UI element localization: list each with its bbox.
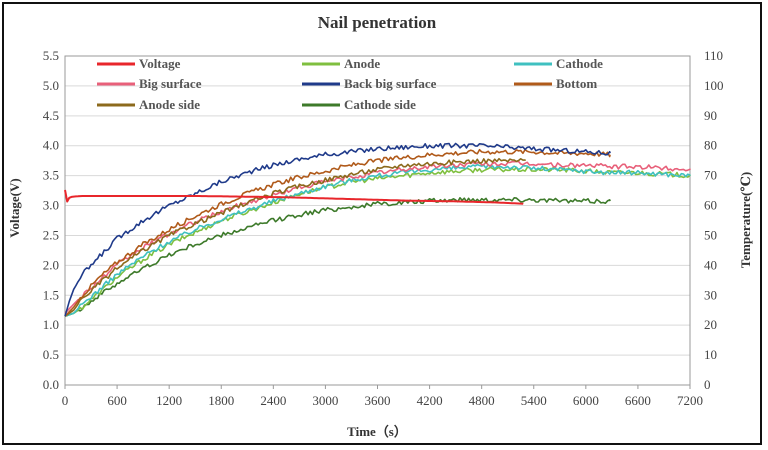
y-left-tick-label: 1.5 [43,287,59,302]
chart-frame [2,2,762,445]
x-tick-label: 4800 [469,393,495,408]
series-line-bottom [64,148,611,317]
y-left-tick-label: 4.0 [43,138,59,153]
y-left-tick-label: 3.0 [43,198,59,213]
x-axis-label: Time（s） [347,424,407,439]
x-axis: 0 600 1200 1800 2400 3000 3600 4200 4800 5400 6000… [62,385,703,408]
legend-label: Cathode [556,56,603,71]
y-left-tick-label: 1.0 [43,317,59,332]
x-tick-label: 6600 [625,393,651,408]
y-right-tick-label: 0 [704,377,711,392]
legend-label: Anode [344,56,380,71]
y-right-tick-label: 20 [704,317,717,332]
y-right-tick-label: 80 [704,138,717,153]
y-left-axis: 0.0 0.5 1.0 1.5 2.0 2.5 3.0 3.5 4.0 4.5 5.0 5.5 [43,48,59,392]
x-tick-label: 600 [107,393,127,408]
legend-label: Voltage [139,56,181,71]
y-right-tick-label: 60 [704,198,717,213]
y-left-axis-label: Voltage(V) [7,178,22,237]
x-tick-label: 3600 [365,393,391,408]
x-tick-label: 3000 [312,393,338,408]
y-left-tick-label: 2.5 [43,227,59,242]
x-tick-label: 1200 [156,393,182,408]
x-tick-label: 5400 [521,393,547,408]
series-line-cathode [64,163,691,317]
x-tick-label: 4200 [417,393,443,408]
x-tick-label: 6000 [573,393,599,408]
y-right-tick-label: 100 [704,78,724,93]
series-line-voltage [64,189,524,205]
series-line-cathode-side [64,197,611,317]
legend-label: Big surface [139,76,202,91]
x-tick-label: 1800 [208,393,234,408]
y-right-tick-label: 50 [704,227,717,242]
y-right-tick-label: 90 [704,108,717,123]
y-left-tick-label: 0.5 [43,347,59,362]
series-layer [64,142,691,317]
series-line-back-big-surface [64,142,611,317]
y-right-tick-label: 70 [704,168,717,183]
legend-label: Bottom [556,76,597,91]
x-tick-label: 0 [62,393,69,408]
y-left-tick-label: 3.5 [43,168,59,183]
y-right-axis-label: Temperature(℃) [738,172,753,268]
y-right-tick-label: 30 [704,287,717,302]
y-left-tick-label: 2.0 [43,257,59,272]
y-left-tick-label: 4.5 [43,108,59,123]
series-line-big-surface [64,160,691,314]
series-line-anode [64,166,691,317]
legend-label: Back big surface [344,76,437,91]
y-right-tick-label: 110 [704,48,723,63]
series-line-anode-side [64,157,526,317]
y-left-tick-label: 5.0 [43,78,59,93]
legend: Voltage Anode Cathode Big surface Back big s… [97,56,603,112]
y-right-axis: 0 10 20 30 40 50 60 70 80 90 100 110 [704,48,724,392]
chart-title: Nail penetration [318,13,437,32]
legend-label: Cathode side [344,97,416,112]
x-tick-label: 7200 [677,393,703,408]
y-left-tick-label: 0.0 [43,377,59,392]
legend-label: Anode side [139,97,200,112]
y-right-tick-label: 40 [704,257,717,272]
y-right-tick-label: 10 [704,347,717,362]
x-tick-label: 2400 [260,393,286,408]
y-left-tick-label: 5.5 [43,48,59,63]
